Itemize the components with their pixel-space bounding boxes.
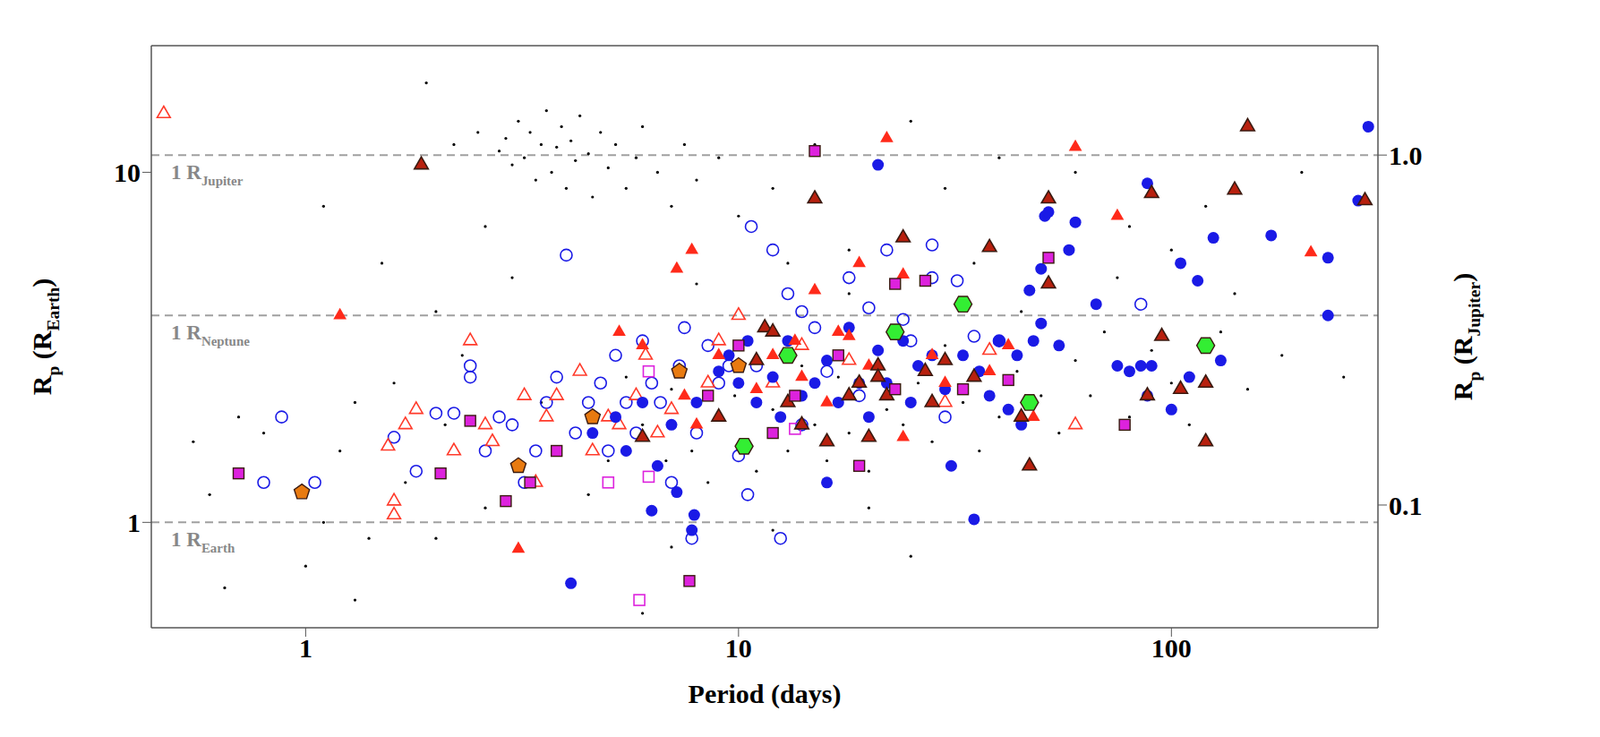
svg-text:Rp (REarth): Rp (REarth) — [26, 278, 63, 395]
svg-text:1: 1 — [299, 633, 313, 663]
svg-text:1.0: 1.0 — [1388, 140, 1423, 171]
svg-text:1 RNeptune: 1 RNeptune — [171, 321, 250, 349]
svg-text:100: 100 — [1151, 633, 1192, 663]
svg-text:1: 1 — [127, 507, 141, 538]
svg-text:0.1: 0.1 — [1388, 490, 1423, 521]
svg-text:1 REarth: 1 REarth — [171, 528, 236, 556]
svg-text:10: 10 — [725, 633, 753, 663]
svg-text:10: 10 — [113, 157, 141, 188]
svg-text:1 RJupiter: 1 RJupiter — [171, 161, 244, 189]
svg-text:Period (days): Period (days) — [688, 678, 842, 710]
svg-text:Rp (RJupiter): Rp (RJupiter) — [1447, 273, 1484, 401]
